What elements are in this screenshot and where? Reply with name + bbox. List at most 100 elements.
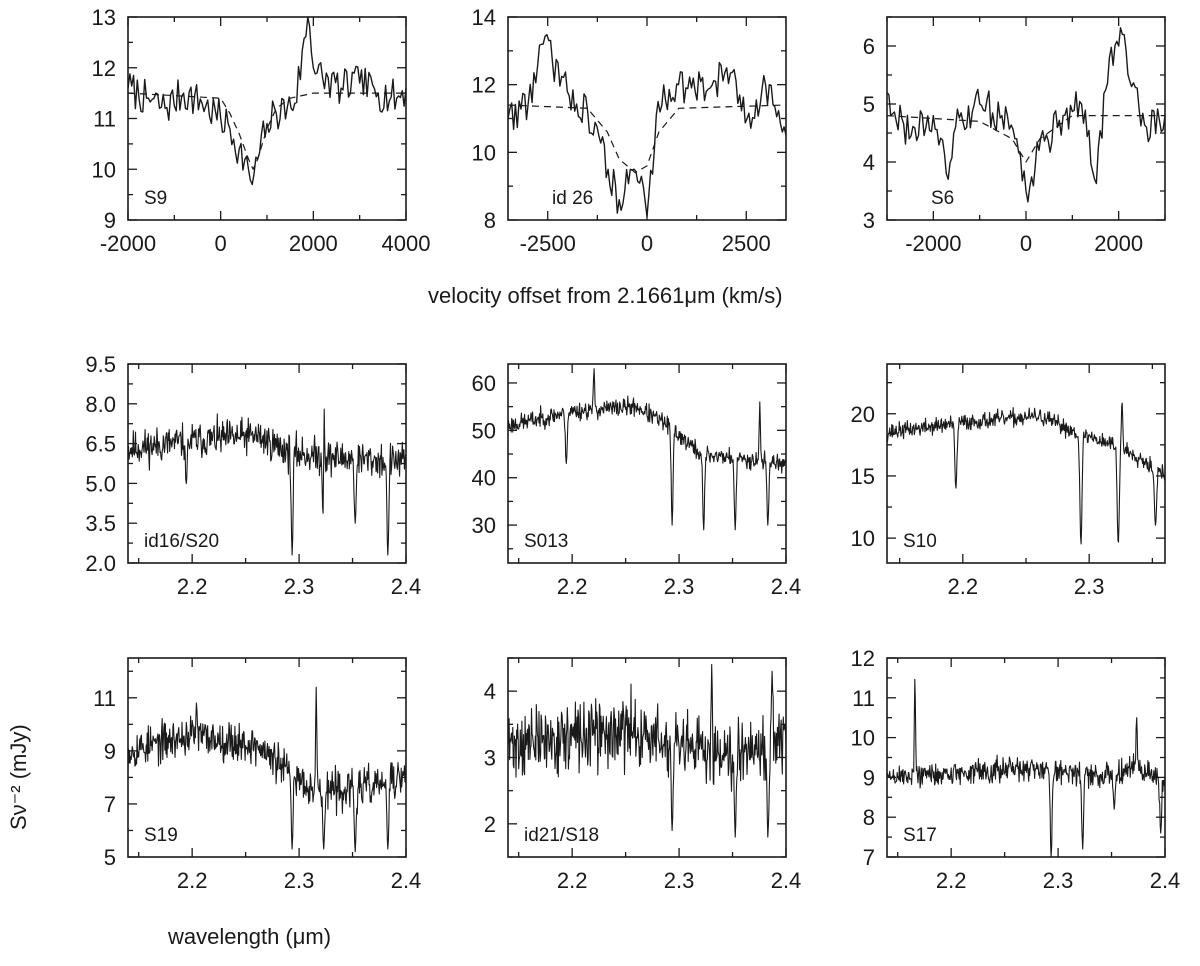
spectrum-line-6: [128, 686, 406, 853]
spectrum-line-0: [128, 17, 406, 186]
panel-0: -2000 0 2000 4000 9 10 11 12 13 S9: [92, 5, 431, 256]
y-tick-label: 3: [863, 208, 875, 233]
y-tick-label: 6.5: [85, 432, 116, 457]
x-tick-label: 2.4: [1150, 868, 1181, 893]
y-tick-label: 11: [93, 107, 116, 132]
y-tick-label: 12: [472, 73, 496, 98]
panel-label: id 26: [552, 188, 593, 209]
x-tick-label: 0: [641, 231, 653, 256]
y-tick-label: 5: [104, 845, 116, 870]
y-tick-label: 5.0: [85, 471, 116, 496]
spectrum-line-8: [887, 678, 1165, 857]
y-tick-label: 8.0: [85, 392, 116, 417]
y-tick-label: 30: [472, 513, 496, 538]
x-tick-label: 2.3: [664, 574, 695, 599]
spectrum-line-2: [887, 27, 1165, 203]
plot-frame: [127, 16, 407, 221]
y-tick-label: 4: [484, 679, 496, 704]
fit-line-2: [887, 115, 1165, 163]
x-tick-label: -2500: [520, 231, 576, 256]
y-tick-label: 7: [863, 845, 875, 870]
panel-4: 2.2 2.3 2.4 30 40 50 60 S013: [472, 363, 802, 599]
x-tick-label: 4000: [382, 231, 431, 256]
y-tick-label: 12: [851, 646, 875, 671]
plot-frame: [507, 363, 787, 564]
y-tick-label: 12: [92, 56, 116, 81]
x-tick-label: 2.4: [391, 574, 422, 599]
x-tick-label: 2500: [722, 231, 771, 256]
panel-5: 2.2 2.3 10 15 20 S10: [851, 363, 1166, 599]
spectrum-line-4: [508, 368, 786, 531]
x-tick-label: 2.3: [284, 868, 315, 893]
y-tick-label: 60: [472, 371, 496, 396]
y-tick-label: 14: [472, 5, 496, 30]
y-tick-label: 3.5: [85, 511, 116, 536]
panel-label: id16/S20: [144, 531, 219, 552]
panel-label: S9: [144, 188, 167, 209]
x-tick-label: 2.2: [557, 868, 588, 893]
x-tick-label: 2.3: [664, 868, 695, 893]
x-tick-label: 2.4: [391, 868, 422, 893]
y-tick-label: 7: [104, 792, 116, 817]
y-tick-label: 10: [472, 140, 496, 165]
y-tick-label: 9: [863, 765, 875, 790]
y-tick-label: 3: [484, 746, 496, 771]
y-tick-label: 2: [484, 812, 496, 837]
y-tick-label: 10: [92, 157, 116, 182]
y-tick-label: 15: [851, 464, 875, 489]
y-tick-label: 5: [863, 92, 875, 117]
y-tick-label: 8: [484, 208, 496, 233]
flux-axis-label: Sν⁻² (mJy): [6, 724, 31, 830]
fit-line-1: [508, 104, 786, 174]
spectrum-line-3: [128, 408, 406, 556]
panel-label: S19: [144, 825, 178, 846]
x-tick-label: 2.3: [1074, 574, 1105, 599]
panel-1: -2500 0 2500 8 10 12 14 id 26: [472, 5, 787, 256]
y-tick-label: 40: [472, 466, 496, 491]
panel-label: id21/S18: [524, 825, 599, 846]
x-tick-label: 2.2: [948, 574, 979, 599]
panel-label: S6: [931, 188, 954, 209]
y-tick-label: 4: [863, 150, 875, 175]
x-tick-label: 2.2: [557, 574, 588, 599]
fit-line-0: [128, 92, 406, 170]
x-tick-label: 2.4: [771, 574, 802, 599]
y-tick-label: 13: [92, 5, 116, 30]
panel-label: S17: [903, 825, 937, 846]
y-tick-label: 20: [851, 402, 875, 427]
y-tick-label: 50: [472, 418, 496, 443]
y-tick-label: 9: [104, 208, 116, 233]
y-tick-label: 10: [851, 726, 875, 751]
y-tick-label: 10: [851, 526, 875, 551]
y-tick-label: 9.5: [85, 352, 116, 377]
x-tick-label: 2.3: [284, 574, 315, 599]
y-tick-label: 2.0: [85, 551, 116, 576]
x-tick-label: -2000: [100, 231, 156, 256]
y-tick-label: 11: [852, 686, 875, 711]
y-tick-label: 8: [863, 805, 875, 830]
x-tick-label: 2000: [1094, 231, 1143, 256]
x-tick-label: 0: [215, 231, 227, 256]
x-tick-label: 2.2: [177, 574, 208, 599]
y-tick-label: 6: [863, 34, 875, 59]
wavelength-axis-label: wavelength (μm): [168, 924, 332, 949]
spectrum-line-1: [508, 34, 786, 218]
plot-frame: [127, 657, 407, 858]
y-tick-label: 9: [104, 739, 116, 764]
x-tick-label: 2.3: [1043, 868, 1074, 893]
panel-label: S10: [903, 531, 937, 552]
panel-8: 2.2 2.3 2.4 7 8 9 10 11 12 S17: [851, 646, 1181, 893]
spectrum-line-7: [508, 664, 786, 838]
panel-3: 2.2 2.3 2.4 2.0 3.5 5.0 6.5 8.0 9.5 id16/S20: [85, 352, 421, 599]
x-tick-label: 2000: [289, 231, 338, 256]
spectrum-line-5: [887, 402, 1165, 545]
x-tick-label: 2.4: [771, 868, 802, 893]
x-tick-label: -2000: [905, 231, 961, 256]
panel-label: S013: [524, 531, 568, 552]
panel-7: 2.2 2.3 2.4 2 3 4 id21/S18: [484, 657, 802, 893]
panel-6: 2.2 2.3 2.4 5 7 9 11 S19: [93, 657, 422, 893]
x-tick-label: 0: [1020, 231, 1032, 256]
x-tick-label: 2.2: [177, 868, 208, 893]
y-tick-label: 11: [93, 686, 116, 711]
